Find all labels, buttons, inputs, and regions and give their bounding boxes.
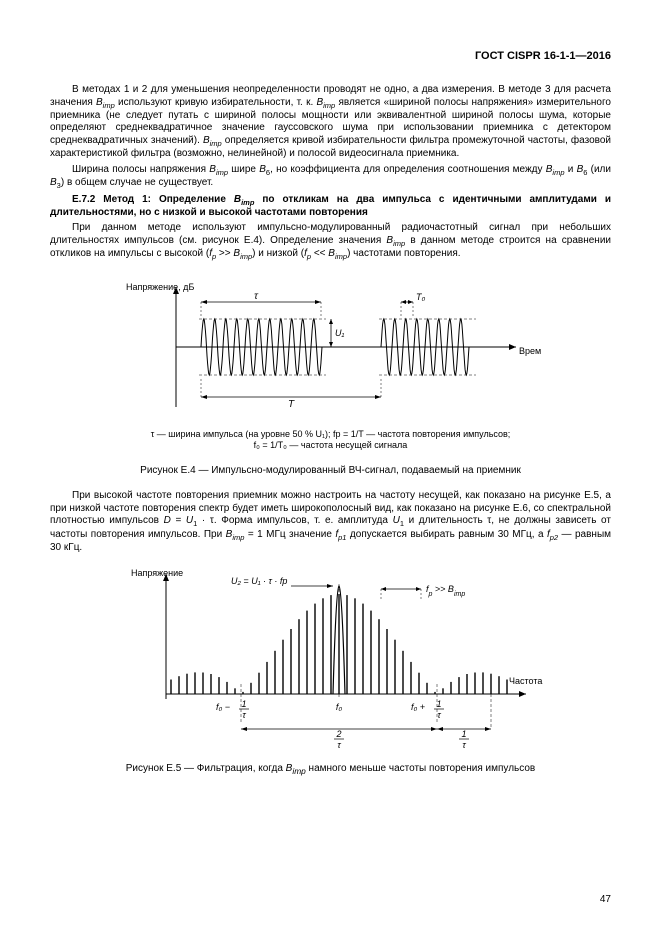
fig2-formula: U₂ = U₁ · τ · fp — [231, 576, 287, 586]
fig1-xlabel: Время — [519, 346, 541, 356]
fig1-tau: τ — [254, 291, 259, 302]
svg-text:τ: τ — [437, 710, 441, 720]
svg-text:τ: τ — [242, 710, 246, 720]
svg-text:f₀ +: f₀ + — [411, 702, 425, 712]
page-number: 47 — [600, 894, 611, 905]
paragraph-3: При данном методе используют импульсно-м… — [50, 222, 611, 261]
fig1-T: T — [287, 399, 294, 410]
svg-text:1: 1 — [241, 699, 246, 709]
fig1-t0: T₀ — [416, 292, 425, 302]
fig1-title: Рисунок Е.4 — Импульсно-модулированный В… — [50, 465, 611, 476]
paragraph-4: При высокой частоте повторения приемник … — [50, 490, 611, 554]
fig2-xlabel: Частота — [509, 676, 542, 686]
svg-text:f₀ −: f₀ − — [216, 702, 230, 712]
svg-text:τ: τ — [337, 740, 341, 750]
svg-text:1: 1 — [461, 729, 466, 739]
figure-e5: Напряжение Частота U₂ = U₁ · τ · fp fp >… — [50, 564, 611, 757]
fig1-u1: U₁ — [335, 328, 344, 338]
svg-text:2: 2 — [335, 729, 341, 739]
svg-text:f₀: f₀ — [335, 702, 342, 712]
svg-text:1: 1 — [436, 699, 441, 709]
fig1-caption-line1: τ — ширина импульса (на уровне 50 % U₁);… — [151, 429, 511, 439]
document-header: ГОСТ CISPR 16-1-1—2016 — [50, 50, 611, 62]
method-title: Е.7.2 Метод 1: Определение Bimp по откли… — [50, 194, 611, 220]
figure-e4: Напряжение, дБ Время τ T₀ — [50, 272, 611, 425]
fig1-ylabel: Напряжение, дБ — [126, 282, 194, 292]
fig2-ylabel: Напряжение — [131, 568, 183, 578]
paragraph-2: Ширина полосы напряжения Bimp шире B6, н… — [50, 164, 611, 191]
fig1-caption: τ — ширина импульса (на уровне 50 % U₁);… — [50, 429, 611, 452]
svg-text:τ: τ — [462, 740, 466, 750]
fig2-cond: fp >> Bimp — [426, 584, 465, 598]
fig2-title: Рисунок Е.5 — Фильтрация, когда Bimp нам… — [50, 763, 611, 776]
paragraph-1: В методах 1 и 2 для уменьшения неопредел… — [50, 84, 611, 161]
fig1-caption-line2: f₀ = 1/T₀ — частота несущей сигнала — [254, 440, 408, 450]
